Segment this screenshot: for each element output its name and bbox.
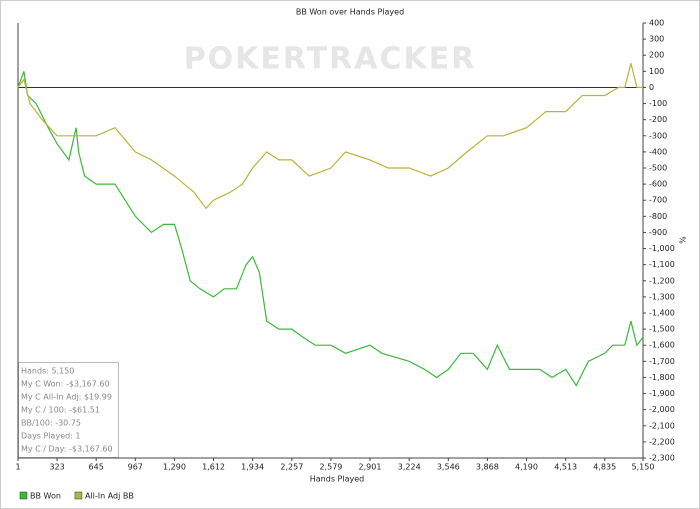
stats-line: My C / Day: -$3,167.60 — [21, 445, 113, 454]
y-tick-label: -1,200 — [649, 276, 675, 285]
y-tick-label: 100 — [649, 67, 664, 76]
y-tick-label: -300 — [649, 131, 667, 140]
y-tick-label: 300 — [649, 35, 664, 44]
legend-label: All-In Adj BB — [85, 492, 134, 501]
x-tick-label: 2,257 — [280, 463, 303, 472]
series-line — [17, 71, 644, 387]
y-tick-label: -1,700 — [649, 357, 675, 366]
y-tick-label: -2,300 — [649, 454, 675, 463]
stats-line: BB/100: -30.75 — [21, 419, 81, 428]
y-axis-label: % — [678, 236, 687, 244]
stats-line: My C / 100: -$61.51 — [21, 406, 100, 415]
y-tick-label: 200 — [649, 51, 664, 60]
y-tick-label: -1,300 — [649, 292, 675, 301]
stats-line: My C All-In Adj: $19.99 — [21, 393, 112, 402]
x-tick-label: 3,546 — [437, 463, 460, 472]
x-tick-label: 1,612 — [202, 463, 225, 472]
series-line — [17, 63, 643, 210]
y-tick-label: -900 — [649, 228, 667, 237]
x-tick-label: 2,579 — [319, 463, 342, 472]
x-tick-label: 4,190 — [515, 463, 538, 472]
legend-swatch — [74, 491, 83, 500]
x-tick-label: 4,513 — [554, 463, 577, 472]
stats-line: My C Won: -$3,167.60 — [21, 380, 110, 389]
x-tick-label: 645 — [89, 463, 104, 472]
x-tick-label: 3,868 — [476, 463, 499, 472]
y-tick-label: -1,600 — [649, 341, 675, 350]
y-tick-label: -1,000 — [649, 244, 675, 253]
y-tick-label: -1,800 — [649, 373, 675, 382]
stats-box — [18, 362, 119, 458]
y-tick-label: -800 — [649, 212, 667, 221]
x-axis-label: Hands Played — [310, 475, 364, 484]
x-tick-label: 4,835 — [593, 463, 616, 472]
x-tick-label: 3,224 — [398, 463, 421, 472]
x-tick-label: 5,150 — [632, 463, 655, 472]
y-tick-label: -600 — [649, 180, 667, 189]
stats-line: Hands: 5,150 — [21, 367, 74, 376]
x-tick-label: 2,901 — [359, 463, 382, 472]
y-tick-label: -2,200 — [649, 437, 675, 446]
y-tick-label: -2,000 — [649, 405, 675, 414]
chart-title: BB Won over Hands Played — [296, 8, 404, 17]
x-tick-label: 967 — [128, 463, 143, 472]
y-tick-label: 0 — [649, 83, 654, 92]
x-tick-label: 1 — [15, 463, 20, 472]
legend-swatch — [19, 491, 28, 500]
watermark: POKERTRACKER — [184, 42, 477, 77]
stats-line: Days Played: 1 — [21, 432, 81, 441]
y-tick-label: -500 — [649, 164, 667, 173]
x-tick-label: 1,290 — [163, 463, 186, 472]
y-tick-label: -1,900 — [649, 389, 675, 398]
x-tick-label: 323 — [49, 463, 64, 472]
y-tick-label: -400 — [649, 147, 667, 156]
y-tick-label: -2,100 — [649, 421, 675, 430]
y-tick-label: 400 — [649, 19, 664, 28]
y-tick-label: -200 — [649, 115, 667, 124]
x-tick-label: 1,934 — [241, 463, 264, 472]
y-tick-label: -700 — [649, 196, 667, 205]
y-tick-label: -100 — [649, 99, 667, 108]
y-tick-label: -1,500 — [649, 325, 675, 334]
y-tick-label: -1,400 — [649, 309, 675, 318]
y-tick-label: -1,100 — [649, 260, 675, 269]
legend-label: BB Won — [30, 492, 61, 501]
